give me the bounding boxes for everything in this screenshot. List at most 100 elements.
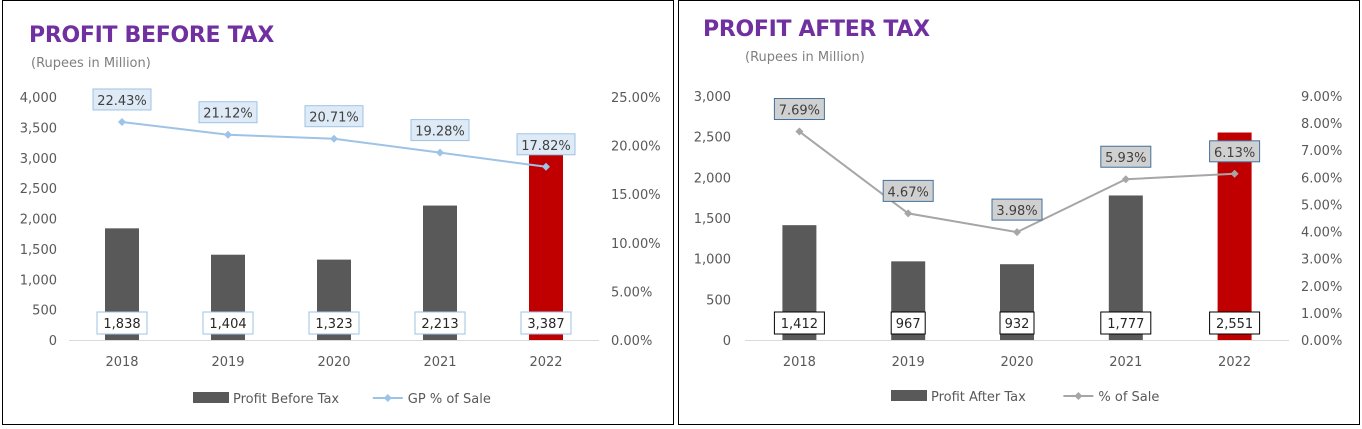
line-data-label: 5.93% <box>1105 151 1146 166</box>
chart-subtitle: (Rupees in Million) <box>31 56 151 71</box>
line-marker <box>436 148 444 157</box>
y2-tick-label: 8.00% <box>1301 117 1342 132</box>
y-tick-label: 4,000 <box>20 91 57 106</box>
bar-data-label-box <box>202 311 254 335</box>
x-tick-label: 2021 <box>423 355 456 370</box>
y2-tick-label: 6.00% <box>1301 171 1342 186</box>
y2-tick-label: 2.00% <box>1301 280 1342 295</box>
y2-tick-label: 10.00% <box>611 237 661 252</box>
line-data-label-box <box>882 179 934 202</box>
x-tick-label: 2019 <box>892 355 925 370</box>
x-tick-label: 2019 <box>211 355 244 370</box>
y2-tick-label: 9.00% <box>1301 90 1342 105</box>
x-tick-label: 2022 <box>529 355 562 370</box>
line-data-label: 21.12% <box>203 107 253 122</box>
y2-tick-label: 7.00% <box>1301 144 1342 159</box>
bar-data-label-box <box>890 311 926 335</box>
bar-data-label-box <box>999 311 1035 335</box>
line-marker <box>1230 169 1239 178</box>
y-tick-label: 1,500 <box>694 212 731 227</box>
y-tick-label: 1,000 <box>694 253 731 268</box>
bar-data-label: 1,777 <box>1107 317 1144 332</box>
legend-bar-label: Profit After Tax <box>931 390 1026 405</box>
bar-data-label-box <box>1100 311 1152 335</box>
y2-tick-label: 20.00% <box>611 140 661 155</box>
line-data-label-box <box>1209 140 1261 163</box>
y2-tick-label: 1.00% <box>1301 307 1342 322</box>
x-tick-label: 2022 <box>1218 355 1251 370</box>
bar-data-label-box <box>96 311 148 335</box>
bar-data-label-box <box>308 311 360 335</box>
bar-data-label: 932 <box>1005 317 1030 332</box>
line-data-label-box <box>516 133 576 156</box>
y2-tick-label: 0.00% <box>611 334 652 349</box>
y-tick-label: 2,000 <box>20 213 57 228</box>
bar-data-label: 1,323 <box>315 317 352 332</box>
y-tick-label: 2,500 <box>20 182 57 197</box>
line-data-label: 4.67% <box>888 185 929 200</box>
bar-data-label: 1,412 <box>781 317 818 332</box>
legend-bar-swatch <box>193 392 229 403</box>
x-tick-label: 2021 <box>1109 355 1142 370</box>
bar-data-label-box <box>414 311 466 335</box>
y-tick-label: 3,500 <box>20 121 57 136</box>
bar-data-label: 2,551 <box>1216 317 1253 332</box>
x-tick-label: 2020 <box>1000 355 1033 370</box>
y-tick-label: 3,000 <box>20 152 57 167</box>
line-data-label: 22.43% <box>97 94 147 109</box>
line-data-label-box <box>304 105 364 128</box>
bar-data-label: 967 <box>896 317 921 332</box>
x-tick-label: 2020 <box>317 355 350 370</box>
y-tick-label: 0 <box>49 334 57 349</box>
profit-before-tax-chart: PROFIT BEFORE TAX (Rupees in Million) 0 5… <box>2 0 674 425</box>
y2-tick-label: 5.00% <box>1301 198 1342 213</box>
line-marker <box>795 127 804 136</box>
x-tick-label: 2018 <box>783 355 816 370</box>
chart-title: PROFIT BEFORE TAX <box>29 23 274 48</box>
x-tick-label: 2018 <box>105 355 138 370</box>
line-data-label: 19.28% <box>415 125 465 140</box>
line-marker <box>1121 175 1130 184</box>
bar-data-label: 1,838 <box>103 317 140 332</box>
y2-tick-label: 3.00% <box>1301 253 1342 268</box>
bar-data-label-box <box>1209 311 1261 335</box>
y-tick-label: 2,000 <box>694 171 731 186</box>
legend-bar-label: Profit Before Tax <box>233 392 339 407</box>
y2-tick-label: 4.00% <box>1301 226 1342 241</box>
line-marker <box>224 130 232 139</box>
legend-bar-swatch <box>891 390 927 401</box>
y-tick-label: 500 <box>706 293 731 308</box>
y-tick-label: 1,500 <box>20 243 57 258</box>
bar-data-label: 2,213 <box>421 317 458 332</box>
y-tick-label: 0 <box>723 334 731 349</box>
chart-title: PROFIT AFTER TAX <box>703 17 930 42</box>
line-data-label: 17.82% <box>521 139 571 154</box>
bar <box>1217 132 1252 340</box>
line-data-label: 7.69% <box>779 104 820 119</box>
y2-tick-label: 25.00% <box>611 91 661 106</box>
line-data-label-box <box>92 88 152 111</box>
profit-after-tax-plot: 0 500 1,000 1,500 2,000 2,500 3,000 0.00% 1.00% 2… <box>694 90 1343 405</box>
profit-before-tax-plot: 0 500 1,000 1,500 2,000 2,500 3,000 3,500 4,000 0… <box>20 88 661 407</box>
y2-tick-label: 15.00% <box>611 188 661 203</box>
line-marker <box>904 209 913 218</box>
bar-data-label-box <box>773 311 825 335</box>
chart-subtitle: (Rupees in Million) <box>745 50 865 65</box>
y-tick-label: 1,000 <box>20 273 57 288</box>
line-data-label: 3.98% <box>996 204 1037 219</box>
line-data-label-box <box>991 198 1043 221</box>
legend-line-marker <box>383 394 392 402</box>
line-data-label-box <box>1100 145 1152 168</box>
line-data-label-box <box>773 98 825 121</box>
legend-line-label: GP % of Sale <box>408 392 491 407</box>
line-marker <box>330 134 338 143</box>
y2-tick-label: 5.00% <box>611 285 652 300</box>
y-tick-label: 500 <box>32 304 57 319</box>
line-marker <box>542 162 550 171</box>
line-data-label-box <box>410 119 470 142</box>
line-marker <box>1013 228 1021 237</box>
profit-after-tax-chart: PROFIT AFTER TAX (Rupees in Million) 0 50… <box>678 0 1360 425</box>
line-data-label-box <box>198 101 258 124</box>
line-marker <box>118 117 126 126</box>
line-series <box>121 120 547 168</box>
